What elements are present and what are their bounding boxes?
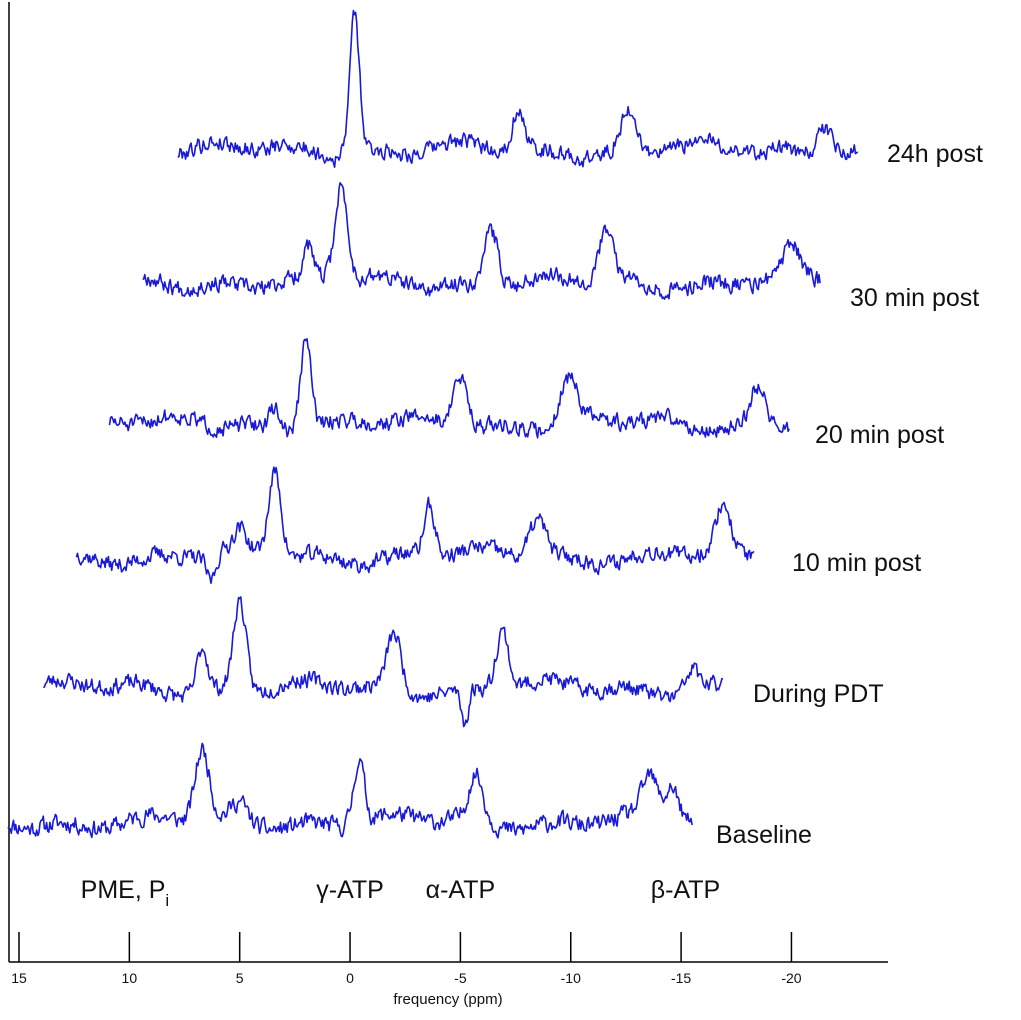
peak-annotation: β-ATP — [651, 876, 720, 904]
peak-annotation: γ-ATP — [316, 876, 384, 904]
peak-annotation: PME, Pi — [81, 876, 170, 910]
trace-labels: Baseline During PDT 10 min post 20 min post… — [716, 140, 983, 849]
x-tick-label: 15 — [11, 970, 27, 986]
x-tick-label: 10 — [122, 970, 138, 986]
x-axis-title: frequency (ppm) — [393, 991, 502, 1008]
trace-label: 10 min post — [792, 549, 921, 577]
spectrum-trace — [75, 466, 755, 585]
x-tick-label: -5 — [454, 970, 467, 986]
x-tick-label: 5 — [236, 970, 244, 986]
x-tick-label: -20 — [781, 970, 801, 986]
spectrum-trace — [177, 9, 859, 168]
peak-annotations: PME, Pi γ-ATP α-ATP β-ATP — [81, 876, 721, 910]
x-axis-ticks: 15 10 5 0 -5 -10 -15 -20 — [11, 932, 802, 986]
trace-label: 20 min post — [815, 421, 944, 449]
trace-label: 30 min post — [850, 284, 979, 312]
spectrum-trace — [42, 596, 724, 728]
trace-label: During PDT — [753, 680, 884, 708]
x-tick-label: 0 — [346, 970, 354, 986]
trace-label: Baseline — [716, 821, 812, 849]
spectra-traces — [7, 9, 859, 839]
trace-label: 24h post — [887, 140, 983, 168]
x-tick-label: -10 — [561, 970, 581, 986]
x-tick-label: -15 — [671, 970, 691, 986]
spectrum-trace — [7, 742, 693, 839]
spectrum-trace — [108, 337, 790, 439]
spectrum-trace — [142, 182, 821, 300]
peak-annotation: α-ATP — [426, 876, 496, 904]
